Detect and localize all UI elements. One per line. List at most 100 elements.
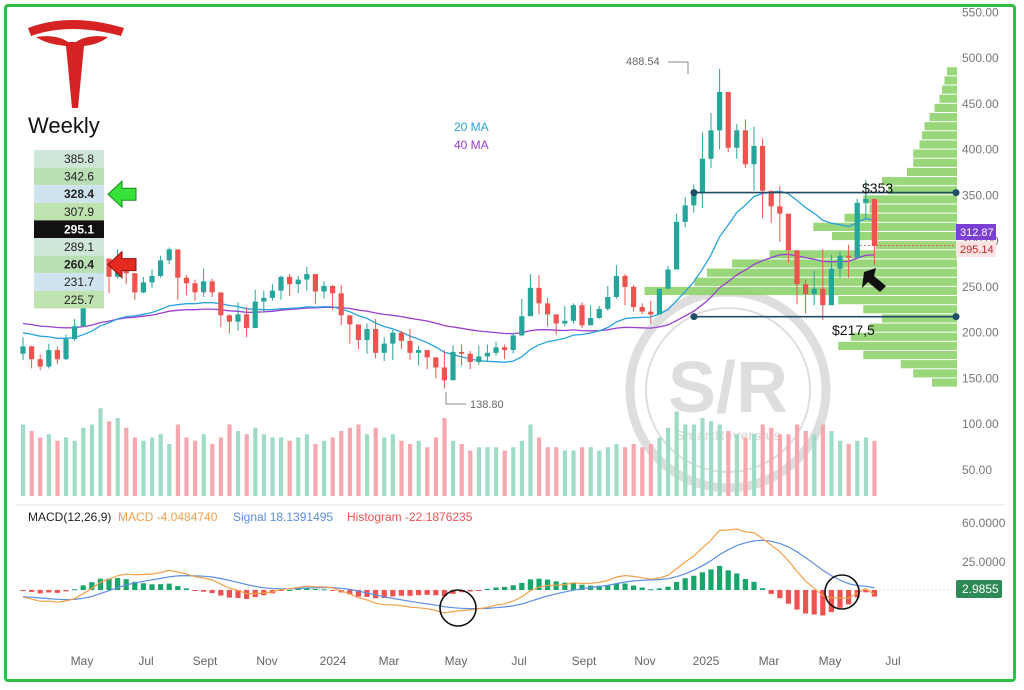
volume-profile-bar	[813, 222, 957, 231]
candle-body	[837, 255, 843, 269]
y-tick-label: 50.00	[962, 463, 992, 477]
volume-profile-bar	[913, 369, 957, 378]
histogram-bar	[416, 590, 422, 596]
histogram-bar	[72, 589, 78, 591]
x-tick-label: Mar	[759, 654, 780, 668]
volume-bar	[442, 418, 447, 496]
histogram-bar	[149, 584, 155, 590]
volume-bar	[803, 431, 808, 496]
volume-profile-bar	[838, 341, 957, 350]
candle-body	[613, 275, 619, 297]
volume-profile-bar	[924, 122, 957, 131]
macd-line	[22, 528, 875, 614]
histogram-bar	[811, 590, 817, 615]
volume-profile-bar	[863, 195, 957, 204]
volume-bar	[261, 434, 266, 496]
histogram-bar	[89, 582, 95, 590]
volume-bar	[829, 431, 834, 496]
histogram-bar	[596, 585, 602, 590]
y-tick-label: 250.00	[962, 280, 999, 294]
volume-bar	[459, 444, 464, 496]
candle-body	[312, 274, 318, 292]
candle-body	[433, 357, 439, 368]
y-tick-label: 500.00	[962, 51, 999, 65]
histogram-bar	[751, 581, 757, 590]
histogram-bar	[717, 565, 723, 590]
volume-bar	[545, 447, 550, 496]
tesla-logo	[28, 20, 124, 108]
macd-line-label: MACD -4.0484740	[118, 510, 218, 524]
histogram-bar	[54, 590, 60, 593]
volume-bar	[631, 444, 636, 496]
support-label: $217,5	[832, 322, 875, 338]
histogram-bar	[20, 590, 26, 591]
volume-bar	[287, 440, 292, 496]
histogram-bar	[665, 586, 671, 590]
level-endpoint	[952, 313, 960, 321]
volume-profile-bar	[913, 158, 957, 167]
histogram-bar	[140, 583, 146, 590]
candle-body	[20, 346, 26, 354]
histogram-bar	[803, 590, 809, 614]
volume-bar	[373, 427, 378, 496]
x-tick-label: Jul	[138, 654, 153, 668]
histogram-bar	[837, 590, 843, 608]
candle-body	[330, 285, 336, 294]
crossover-circle-left	[439, 589, 477, 627]
histogram-bar	[158, 584, 164, 590]
histogram-bar	[639, 587, 645, 590]
volume-bar	[175, 424, 180, 496]
signal-line-label: Signal 18.1391495	[233, 510, 333, 524]
candle-body	[37, 359, 43, 367]
volume-bar	[700, 418, 705, 496]
x-tick-label: Sept	[193, 654, 218, 668]
volume-bar	[244, 434, 249, 496]
histogram-bar	[863, 590, 869, 593]
x-tick-label: May	[819, 654, 842, 668]
x-tick-label: Sept	[572, 654, 597, 668]
volume-bar	[648, 444, 653, 496]
volume-bar	[640, 447, 645, 496]
candle-body	[794, 250, 800, 285]
high-connector	[668, 61, 689, 74]
volume-bar	[279, 437, 284, 496]
histogram-bar	[287, 589, 293, 591]
volume-bar	[330, 437, 335, 496]
x-tick-label: Nov	[256, 654, 277, 668]
histogram-bar	[493, 587, 499, 590]
legend-ma20: 20 MA	[454, 120, 489, 134]
histogram-bar	[373, 590, 379, 599]
volume-bar	[537, 437, 542, 496]
volume-bar	[519, 440, 524, 496]
candle-body	[166, 249, 172, 261]
high-annotation: 488.54	[626, 56, 689, 74]
candle-body	[149, 275, 155, 283]
histogram-bar	[691, 575, 697, 590]
volume-profile-bar	[919, 140, 957, 149]
candle-body	[390, 332, 396, 344]
volume-bar	[795, 424, 800, 496]
volume-bar	[218, 437, 223, 496]
level-value: 385.8	[64, 152, 94, 166]
volume-profile-bar	[732, 259, 957, 268]
candle-body	[846, 255, 852, 258]
ma-price-tag-bg	[956, 224, 996, 240]
macd-value-tag: 2.9855	[956, 580, 1002, 598]
histogram-bar	[278, 590, 284, 591]
candle-body	[158, 260, 164, 276]
level-endpoint	[690, 189, 698, 197]
histogram-bar	[235, 590, 241, 598]
candle-body	[72, 326, 78, 340]
volume-bar	[863, 437, 868, 496]
volume-profile-bar	[939, 94, 957, 103]
volume-bar	[356, 424, 361, 496]
volume-profile-bar	[644, 286, 957, 296]
histogram-bar	[441, 590, 447, 597]
volume-bar	[769, 427, 774, 496]
volume-profile-bar	[863, 350, 957, 360]
volume-bar	[511, 447, 516, 496]
candle-body	[605, 296, 611, 309]
histogram-bar	[656, 588, 662, 590]
histogram-bar	[742, 579, 748, 590]
candle-body	[725, 91, 731, 148]
